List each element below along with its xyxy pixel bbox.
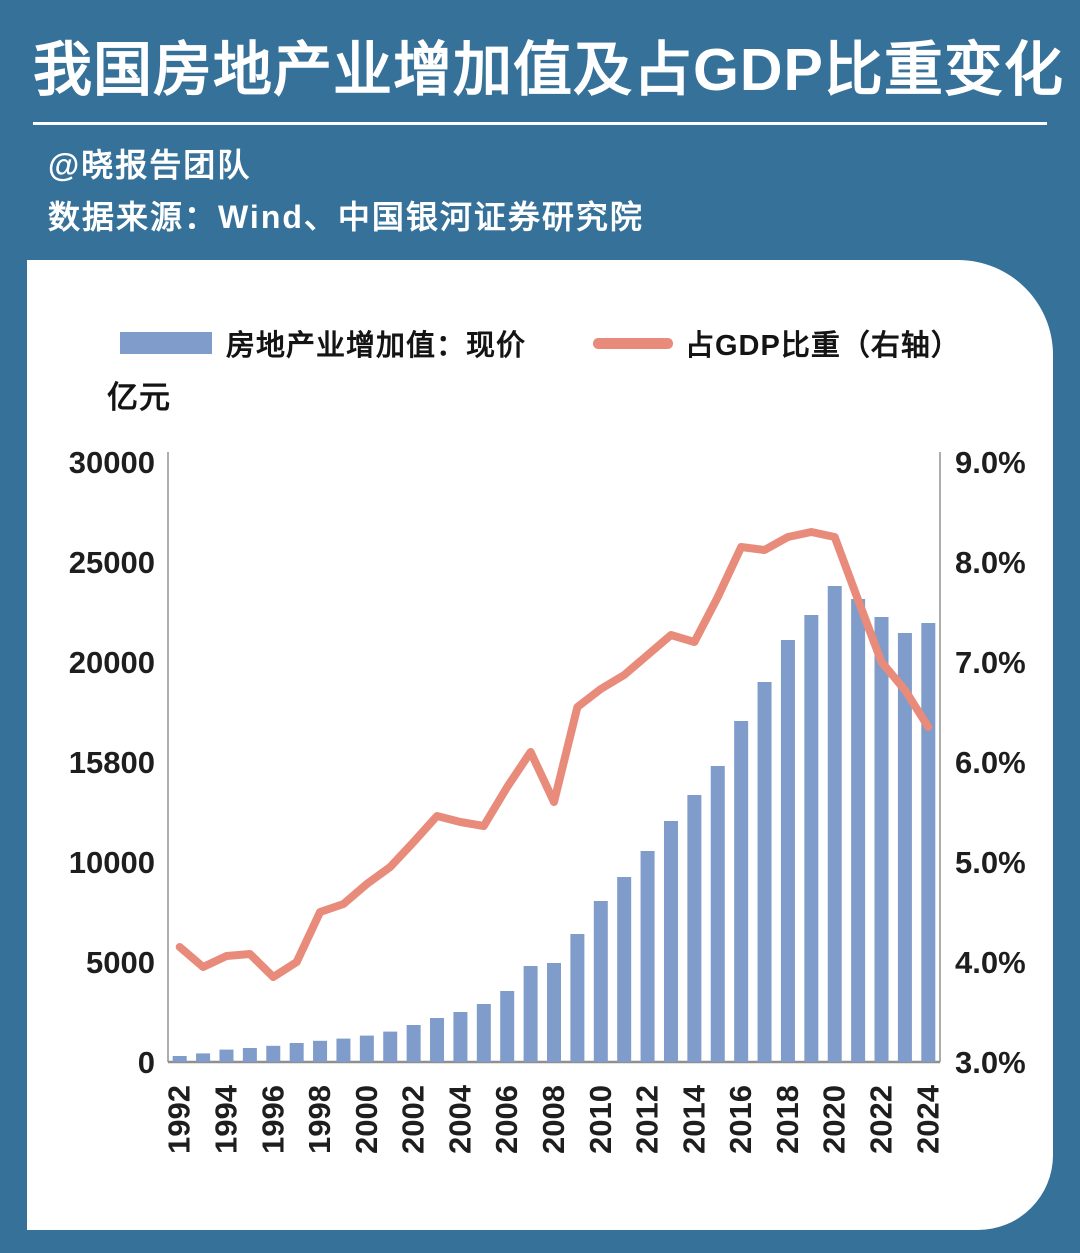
bar-1997 (289, 1043, 304, 1062)
bar-2024 (921, 623, 936, 1062)
bar-2008 (547, 963, 561, 1062)
line-series-label: 占GDP比重（右轴） (685, 330, 961, 362)
bar-2013 (663, 821, 678, 1062)
legend-item-bars: 房地产业增加值：现价 (120, 322, 526, 364)
bar-1999 (336, 1038, 351, 1062)
left-axis-tick: 15800 (69, 745, 155, 780)
data-source: 数据来源：Wind、中国银河证券研究院 (48, 199, 644, 235)
x-axis-tick-2002: 2002 (396, 1085, 431, 1154)
right-axis-tick: 8.0% (955, 545, 1026, 580)
bar-2000 (359, 1035, 374, 1062)
x-axis-tick-2018: 2018 (770, 1085, 805, 1154)
bar-2011 (617, 877, 632, 1062)
bar-2006 (500, 991, 515, 1062)
page-title: 我国房地产业增加值及占GDP比重变化 (33, 37, 1064, 103)
bar-2012 (640, 851, 655, 1062)
left-axis-tick: 20000 (69, 645, 155, 680)
x-axis-tick-2010: 2010 (583, 1085, 618, 1154)
right-axis-tick: 6.0% (955, 745, 1026, 780)
chart-card: 30000 25000 20000 15800 10000 5000 0 9.0% 8.0% 7.… (27, 260, 1053, 1230)
bar-2014 (687, 795, 702, 1062)
left-axis-tick: 0 (138, 1045, 155, 1080)
bar-2015 (710, 766, 725, 1062)
x-axis-tick-1998: 1998 (302, 1085, 337, 1154)
bar-2020 (827, 586, 842, 1062)
chart-legend: 房地产业增加值：现价 占GDP比重（右轴） (27, 260, 1053, 370)
x-axis-tick-2016: 2016 (723, 1085, 758, 1154)
byline: @晓报告团队 (48, 147, 252, 183)
bar-1995 (242, 1048, 257, 1062)
bar-2022 (874, 617, 889, 1062)
bar-2007 (523, 966, 538, 1062)
bar-2009 (570, 934, 585, 1062)
bar-2021 (851, 599, 866, 1062)
bar-1994 (219, 1049, 234, 1062)
x-axis-tick-2024: 2024 (910, 1084, 945, 1154)
chart-canvas: 30000 25000 20000 15800 10000 5000 0 9.0% 8.0% 7.… (69, 445, 1026, 1154)
bar-series-swatch (120, 332, 212, 354)
x-axis-tick-2004: 2004 (442, 1084, 477, 1154)
bar-2016 (734, 721, 749, 1062)
bar-2005 (476, 1004, 491, 1062)
bar-1998 (313, 1040, 328, 1062)
right-axis-tick: 3.0% (955, 1045, 1026, 1080)
x-axis-tick-2008: 2008 (536, 1085, 571, 1154)
bar-1993 (196, 1053, 211, 1062)
x-axis-tick-2006: 2006 (489, 1085, 524, 1154)
right-axis-tick: 7.0% (955, 645, 1026, 680)
bar-2003 (430, 1018, 445, 1062)
left-axis-tick: 10000 (69, 845, 155, 880)
x-axis-tick-2020: 2020 (817, 1085, 852, 1154)
x-axis-tick-1992: 1992 (162, 1085, 197, 1154)
left-axis-tick: 30000 (69, 445, 155, 480)
right-axis-tick: 4.0% (955, 945, 1026, 980)
right-axis-tick: 9.0% (955, 445, 1026, 480)
right-axis-tick: 5.0% (955, 845, 1026, 880)
x-axis-tick-1994: 1994 (208, 1084, 243, 1154)
bar-2010 (593, 901, 608, 1062)
bar-2002 (406, 1025, 421, 1062)
gdp-share-line (175, 528, 933, 981)
line-series-swatch (593, 337, 673, 349)
legend-item-line: 占GDP比重（右轴） (593, 322, 961, 364)
x-axis-tick-2000: 2000 (349, 1085, 384, 1154)
left-axis-tick: 5000 (86, 945, 155, 980)
x-axis-tick-2014: 2014 (676, 1084, 711, 1154)
left-axis-tick: 25000 (69, 545, 155, 580)
title-divider (33, 122, 1047, 125)
x-axis-tick-2022: 2022 (864, 1085, 899, 1154)
x-axis-tick-2012: 2012 (630, 1085, 665, 1154)
bar-series-label: 房地产业增加值：现价 (226, 330, 527, 362)
bar-2023 (897, 633, 912, 1062)
bar-2001 (383, 1031, 398, 1062)
left-axis-unit: 亿元 (107, 380, 171, 415)
bar-2017 (757, 682, 772, 1062)
x-axis-tick-1996: 1996 (255, 1085, 290, 1154)
bar-1992 (172, 1056, 187, 1062)
bar-2019 (804, 615, 819, 1062)
bar-2004 (453, 1012, 468, 1062)
bar-1996 (266, 1045, 281, 1062)
bar-2018 (780, 640, 795, 1062)
